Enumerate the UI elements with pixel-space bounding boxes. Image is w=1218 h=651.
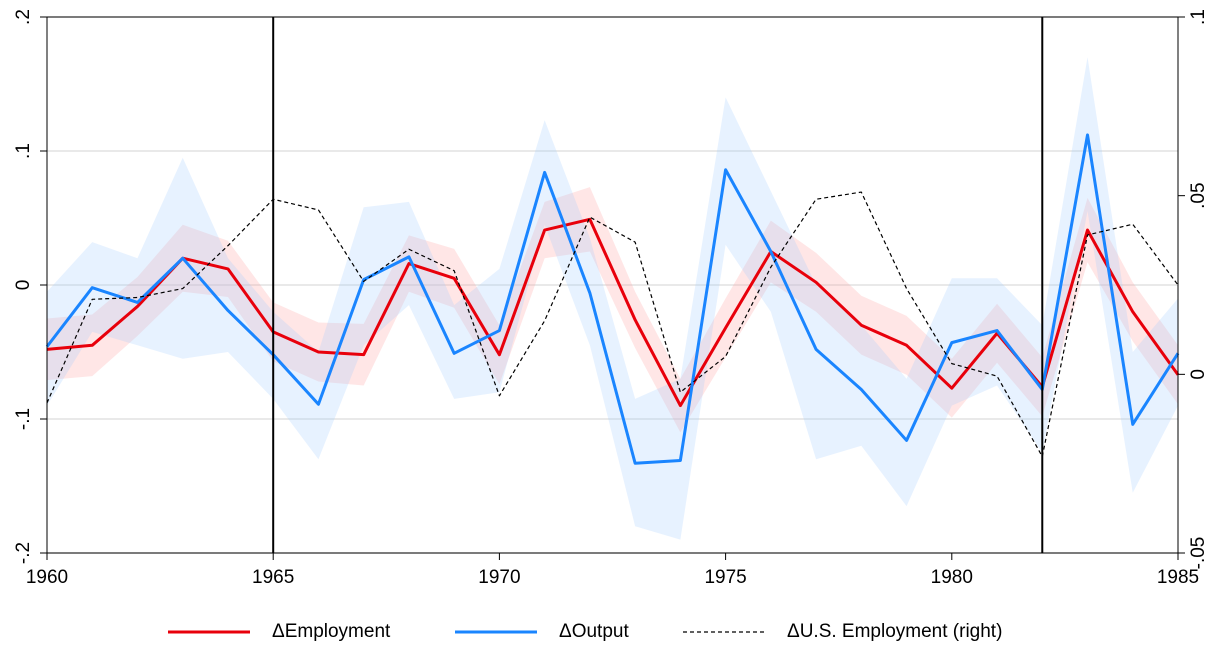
x-tick-label: 1975 bbox=[704, 567, 746, 588]
series-line bbox=[46, 217, 1180, 408]
y2-tick-label: .1 bbox=[1188, 9, 1209, 25]
y-tick-label: .2 bbox=[13, 9, 34, 25]
series-line bbox=[46, 191, 1179, 458]
confidence-band bbox=[47, 57, 1178, 540]
y2-tick-label: -.05 bbox=[1188, 537, 1209, 570]
series-line bbox=[45, 133, 1180, 465]
legend-label: ΔEmployment bbox=[272, 621, 391, 642]
legend-label: ΔOutput bbox=[559, 621, 629, 642]
y-tick-label: -.2 bbox=[13, 542, 34, 564]
y-tick-label: .1 bbox=[13, 143, 34, 159]
x-tick-label: 1980 bbox=[931, 567, 973, 588]
y2-tick-label: .05 bbox=[1188, 182, 1209, 208]
x-tick-label: 1965 bbox=[252, 567, 294, 588]
y-tick-label: -.1 bbox=[13, 408, 34, 430]
x-tick-label: 1985 bbox=[1157, 567, 1199, 588]
x-tick-label: 1960 bbox=[26, 567, 68, 588]
plot-frame bbox=[46, 16, 1179, 554]
y2-tick-label: 0 bbox=[1188, 369, 1209, 380]
legend-label: ΔU.S. Employment (right) bbox=[787, 621, 1002, 642]
y-tick-label: 0 bbox=[13, 280, 34, 291]
x-tick-label: 1970 bbox=[478, 567, 520, 588]
